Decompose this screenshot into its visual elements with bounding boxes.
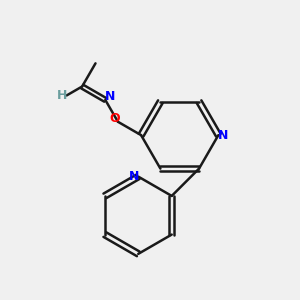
Text: N: N <box>218 129 228 142</box>
Text: H: H <box>57 89 68 102</box>
Text: N: N <box>105 90 115 104</box>
Text: N: N <box>129 170 139 183</box>
Text: O: O <box>110 112 120 125</box>
